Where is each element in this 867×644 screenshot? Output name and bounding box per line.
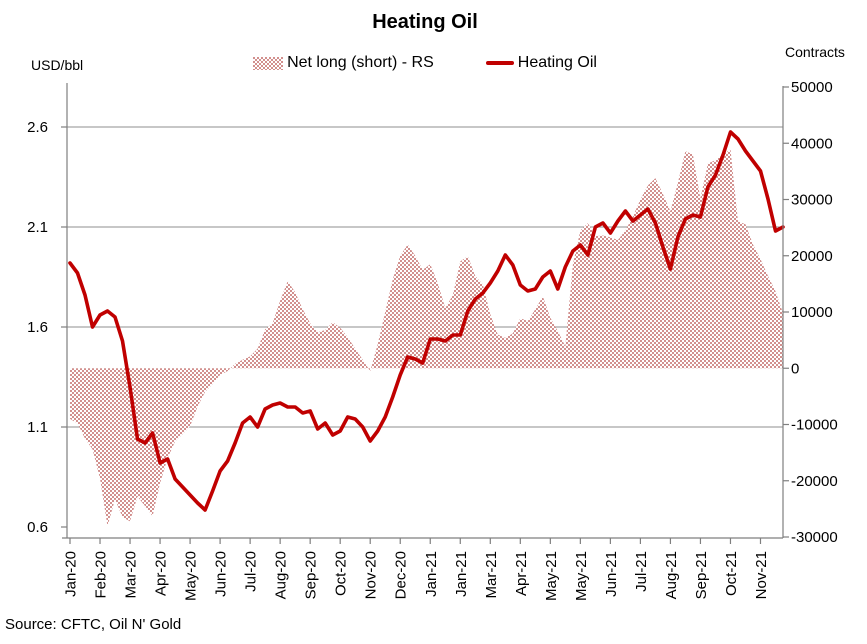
x-axis-tick-label: Sep-20 (303, 551, 320, 599)
right-axis-tick-label: 30000 (791, 192, 833, 209)
right-axis-tick-label: 50000 (791, 79, 833, 96)
x-axis-tick-label: Jan-21 (453, 551, 470, 597)
right-axis-tick-label: 20000 (791, 248, 833, 265)
x-axis-tick-label: Sep-21 (693, 551, 710, 599)
legend-label-net-long: Net long (short) - RS (287, 54, 434, 71)
legend-label-heating-oil: Heating Oil (517, 54, 597, 71)
x-axis-tick-label: Feb-20 (93, 551, 110, 599)
x-axis-tick-label: Aug-20 (273, 551, 290, 599)
legend-item-net-long: Net long (short) - RS (253, 54, 434, 72)
left-axis-unit-label: USD/bbl (31, 57, 84, 73)
chart-title: Heating Oil (372, 11, 478, 33)
x-axis-tick-label: May-21 (573, 551, 590, 601)
right-axis-tick-label: -20000 (791, 473, 838, 490)
net-long-area-series (70, 149, 783, 527)
x-axis-tick-label: May-21 (543, 551, 560, 601)
left-axis-tick-label: 0.6 (27, 519, 48, 536)
x-axis-tick-label: Jul-21 (633, 551, 650, 592)
left-axis-tick-label: 1.1 (27, 419, 48, 436)
right-axis-unit-label: Contracts (785, 44, 845, 60)
source-note: Source: CFTC, Oil N' Gold (5, 616, 182, 633)
x-axis-tick-label: Oct-21 (723, 551, 740, 596)
legend-item-heating-oil: Heating Oil (485, 54, 597, 72)
x-axis-tick-label: Nov-20 (363, 551, 380, 599)
x-axis-tick-label: Mar-20 (123, 551, 140, 599)
right-axis-tick-label: 10000 (791, 304, 833, 321)
right-axis-tick-label: 40000 (791, 135, 833, 152)
x-axis-tick-label: Apr-21 (513, 551, 530, 596)
x-axis-tick-label: Nov-21 (753, 551, 770, 599)
heating-oil-line-series (68, 130, 785, 512)
left-axis-tick-label: 2.6 (27, 119, 48, 136)
legend: Net long (short) - RS Heating Oil (67, 54, 783, 72)
x-axis-tick-label: May-20 (183, 551, 200, 601)
left-axis-tick-label: 2.1 (27, 219, 48, 236)
right-axis-tick-label: -30000 (791, 529, 838, 546)
x-axis-tick-label: Jan-20 (63, 551, 80, 597)
x-axis-tick-label: Jul-20 (243, 551, 260, 592)
right-axis-tick-label: -10000 (791, 417, 838, 434)
x-axis-tick-label: Jun-21 (603, 551, 620, 597)
x-axis-tick-label: Jan-21 (423, 551, 440, 597)
line-swatch-icon (485, 61, 514, 65)
x-axis-tick-label: Oct-20 (333, 551, 350, 596)
x-axis-tick-label: Dec-20 (393, 551, 410, 599)
x-axis-tick-label: Aug-21 (663, 551, 680, 599)
x-axis-tick-label: Mar-21 (483, 551, 500, 599)
x-axis-tick-label: Jun-20 (213, 551, 230, 597)
left-axis-tick-label: 1.6 (27, 319, 48, 336)
area-swatch-icon (253, 56, 284, 70)
x-axis-tick-label: Apr-20 (153, 551, 170, 596)
right-axis-tick-label: 0 (791, 360, 799, 377)
